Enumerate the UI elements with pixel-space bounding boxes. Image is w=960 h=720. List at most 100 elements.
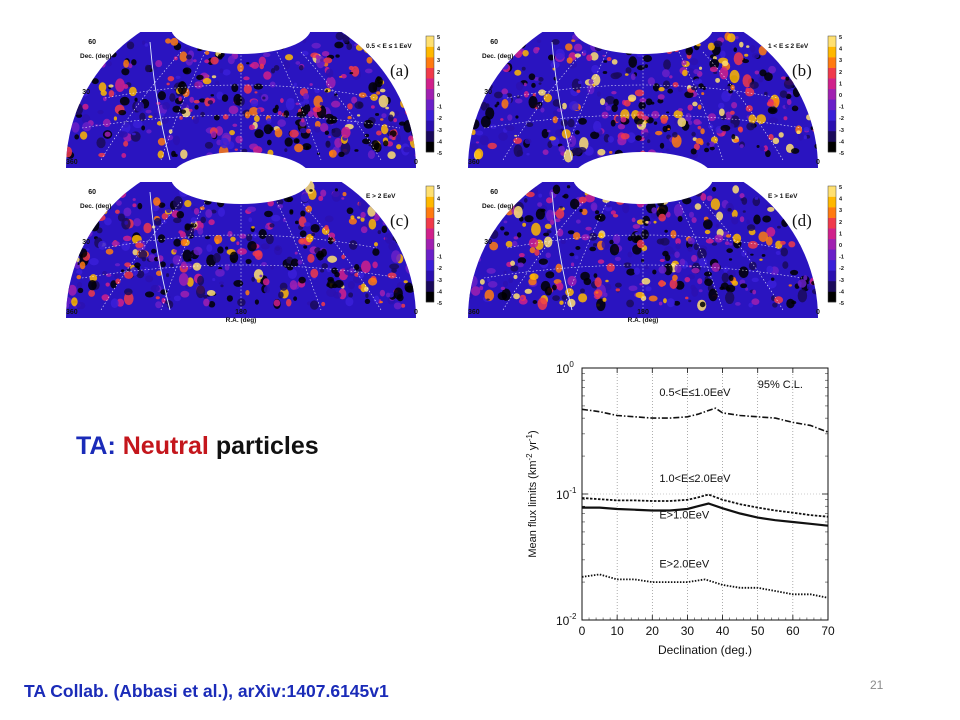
energy-label: 1 < E ≤ 2 EeV [768, 43, 809, 50]
panel-tag: (c) [390, 211, 409, 230]
colorbar-tick: 1 [839, 231, 842, 237]
galactic-plane-line [149, 41, 171, 161]
colorbar-tick: 1 [839, 81, 842, 87]
colorbar-swatch [828, 130, 836, 142]
colorbar-frame [425, 35, 435, 153]
x-tick-label: 50 [751, 624, 765, 638]
title-highlight: Neutral [122, 432, 209, 460]
colorbar-tick: -3 [839, 128, 844, 134]
colorbar-swatch [828, 249, 836, 261]
colorbar-swatch [426, 280, 434, 292]
colorbar-swatch [828, 280, 836, 292]
ra-axis-label: R.A. (deg) [628, 317, 659, 324]
energy-label: E > 2 EeV [366, 193, 396, 200]
colorbar-tick: -5 [839, 301, 844, 307]
dec-tick-30: 30 [82, 239, 90, 246]
slide-title: TA: Neutral particles [76, 432, 319, 461]
y-tick-label: 10-2 [556, 612, 577, 628]
title-suffix: particles [208, 432, 319, 460]
y-axis-label: Mean flux limits (km-2 yr-1) [525, 430, 539, 557]
colorbar-swatch [828, 186, 836, 197]
colorbar-tick: 4 [839, 47, 843, 53]
colorbar-tick: -2 [437, 116, 442, 122]
dec-tick-60: 60 [490, 189, 498, 196]
colorbar-tick: 5 [839, 185, 842, 191]
colorbar-tick: -3 [437, 278, 442, 284]
ra-tick-0: 0 [816, 159, 820, 166]
colorbar-swatch [426, 99, 434, 111]
galactic-plane-line [551, 41, 573, 161]
colorbar-tick: -3 [839, 278, 844, 284]
colorbar-swatch [426, 78, 434, 90]
colorbar-swatch [426, 57, 434, 68]
colorbar-tick: -3 [437, 128, 442, 134]
colorbar-swatch [426, 238, 434, 250]
colorbar-tick: 3 [437, 58, 440, 64]
energy-label: 0.5 < E ≤ 1 EeV [366, 43, 412, 50]
x-tick-label: 10 [610, 624, 624, 638]
ra-axis-label: R.A. (deg) [226, 317, 257, 324]
colorbar-swatch [426, 130, 434, 142]
ra-tick-360: 360 [468, 309, 480, 316]
colorbar-tick: -4 [839, 289, 845, 295]
title-prefix: TA: [76, 432, 123, 460]
sky-map-grid [483, 51, 803, 161]
dec-tick-30: 30 [484, 89, 492, 96]
dec-tick-30: 30 [82, 89, 90, 96]
dec-tick-30: 30 [484, 239, 492, 246]
colorbar-swatch [828, 57, 836, 68]
colorbar-tick: -1 [839, 255, 844, 261]
panel-tag: (a) [390, 61, 409, 80]
colorbar-tick: 5 [437, 35, 440, 41]
colorbar-tick: 5 [839, 35, 842, 41]
colorbar-swatch [828, 207, 836, 218]
colorbar-tick: -1 [839, 105, 844, 111]
energy-label: E > 1 EeV [768, 193, 798, 200]
colorbar-swatch [828, 46, 836, 58]
dec-tick-60: 60 [88, 39, 96, 46]
colorbar-swatch [426, 270, 434, 282]
x-tick-label: 60 [786, 624, 800, 638]
colorbar-tick: 1 [437, 81, 440, 87]
ra-tick-0: 0 [816, 309, 820, 316]
colorbar-swatch [426, 207, 434, 218]
sky-map-image [468, 30, 818, 169]
x-axis-label: Declination (deg.) [658, 643, 752, 657]
x-tick-label: 30 [681, 624, 695, 638]
x-tick-label: 20 [646, 624, 660, 638]
sky-map-panel-d: 60 30 Dec. (deg) 360 180 0 R.A. (deg) E > 1 EeV… [462, 152, 852, 332]
colorbar-swatch [828, 78, 836, 90]
colorbar-tick: 2 [437, 220, 440, 226]
colorbar-swatch [828, 36, 836, 47]
series-label: E>1.0EeV [659, 509, 710, 521]
colorbar-tick: 0 [839, 93, 842, 99]
sky-map-image [468, 182, 818, 319]
sky-map-grid [483, 201, 803, 311]
colorbar-tick: -2 [839, 116, 844, 122]
colorbar-frame [827, 35, 837, 153]
ra-tick-360: 360 [66, 159, 78, 166]
page-number: 21 [870, 678, 884, 692]
dec-axis-label: Dec. (deg) [482, 53, 513, 60]
ra-tick-360: 360 [468, 159, 480, 166]
ra-tick-180: 180 [235, 309, 247, 316]
series-line [581, 573, 829, 599]
colorbar-swatch [828, 259, 836, 271]
colorbar-tick: -4 [437, 139, 443, 145]
series-line [582, 502, 829, 527]
colorbar-tick: -1 [437, 255, 442, 261]
colorbar-tick: -4 [839, 139, 845, 145]
colorbar-tick: -2 [437, 266, 442, 272]
colorbar-swatch [426, 291, 434, 303]
ra-tick-180: 180 [637, 309, 649, 316]
colorbar-swatch [426, 120, 434, 132]
x-tick-label: 40 [716, 624, 730, 638]
colorbar-tick: 2 [839, 220, 842, 226]
colorbar-swatch [426, 228, 434, 240]
colorbar-tick: -2 [839, 266, 844, 272]
x-tick-label: 70 [821, 624, 835, 638]
